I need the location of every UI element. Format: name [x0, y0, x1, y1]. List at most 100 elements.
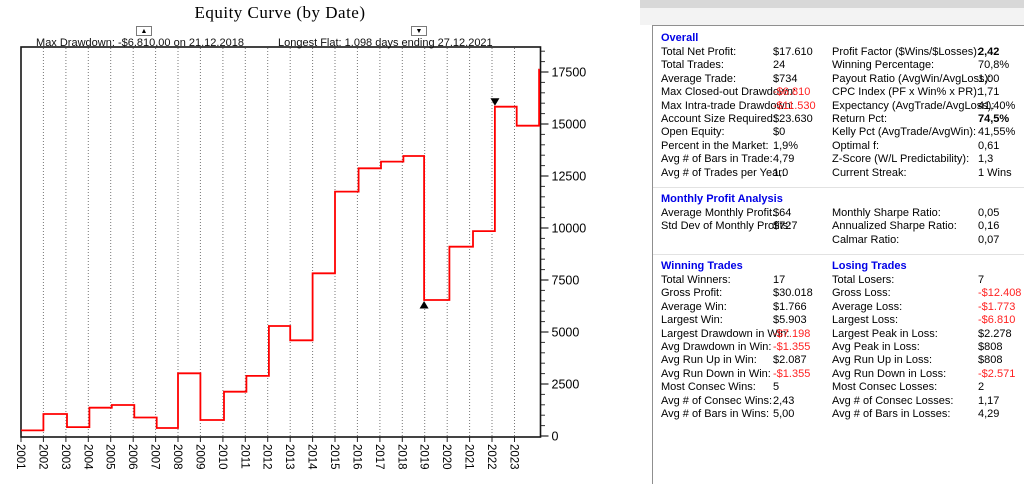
stat-value: 7 — [978, 274, 985, 287]
stat-label: Calmar Ratio: — [832, 233, 900, 246]
x-tick-label: 2016 — [350, 444, 362, 470]
stat-label: Max Intra-trade Drawdown: — [661, 99, 794, 112]
stat-value: 1,71 — [978, 86, 1000, 99]
stat-label: Expectancy (AvgTrade/AvgLoss): — [832, 99, 995, 112]
stat-value: 41,40% — [978, 99, 1016, 112]
stat-value: $2.087 — [773, 354, 807, 367]
stat-label: Avg # of Trades per Year: — [661, 166, 785, 179]
stat-value: $30.018 — [773, 287, 813, 300]
stat-row: Total Winners: 17 Total Losers: 7 — [653, 274, 1024, 287]
x-tick-label: 2015 — [328, 444, 340, 470]
section-divider — [653, 254, 1024, 256]
stat-label: Largest Win: — [661, 314, 723, 327]
stat-value: $17.610 — [773, 46, 813, 58]
stat-value: 2,42 — [978, 46, 1000, 58]
section-title: Winning Trades — [661, 260, 743, 273]
section-header-row: Winning Trades Losing Trades — [653, 259, 1024, 274]
stat-label: Monthly Sharpe Ratio: — [832, 206, 941, 219]
stat-row: Total Trades: 24 Winning Percentage: 70,8% — [653, 59, 1024, 72]
x-tick-label: 2009 — [193, 444, 205, 470]
stat-label: Gross Loss: — [832, 287, 891, 300]
y-tick-label: 0 — [552, 430, 559, 444]
stat-value: -$6.810 — [978, 314, 1016, 327]
stat-row: Avg # of Trades per Year: 1,0 Current Stre… — [653, 167, 1024, 180]
longest-flat-marker-button[interactable]: ▼ — [411, 26, 427, 36]
y-tick-label: 10000 — [552, 222, 587, 236]
stat-label: Avg Run Down in Loss: — [832, 367, 947, 380]
stat-value: -$1.773 — [978, 300, 1016, 313]
stat-value: 4,79 — [773, 153, 795, 166]
x-tick-label: 2004 — [81, 444, 93, 470]
stat-label: Largest Drawdown in Win: — [661, 327, 790, 340]
x-tick-label: 2010 — [216, 444, 228, 470]
stat-label: Optimal f: — [832, 139, 880, 152]
stat-value: $0 — [773, 126, 786, 139]
section-header-row: Monthly Profit Analysis — [653, 192, 1024, 207]
x-tick-label: 2019 — [418, 444, 430, 470]
triangle-down-marker — [490, 98, 500, 106]
stat-label: Average Win: — [661, 300, 727, 313]
stat-row: Avg # of Consec Wins: 2,43 Avg # of Consec… — [653, 395, 1024, 408]
stat-label: Avg # of Consec Wins: — [661, 394, 773, 407]
stat-label: Max Closed-out Drawdown: — [661, 86, 797, 99]
stat-row: Max Intra-trade Drawdown: -$11.530 Expecta… — [653, 100, 1024, 113]
stat-label: Average Loss: — [832, 300, 903, 313]
x-tick-label: 2008 — [171, 444, 183, 470]
stat-label: Largest Loss: — [832, 314, 899, 327]
stat-label: Z-Score (W/L Predictability): — [832, 153, 970, 166]
stat-value: $727 — [773, 220, 798, 233]
stat-label: Winning Percentage: — [832, 59, 935, 72]
stat-row: Avg Run Up in Win: $2.087 Avg Run Up in Lo… — [653, 354, 1024, 367]
stat-value: 2,43 — [773, 394, 795, 407]
stat-label: Std Dev of Monthly Profits: — [661, 220, 792, 233]
x-tick-label: 2022 — [485, 444, 497, 470]
stat-value: 70,8% — [978, 59, 1010, 72]
stat-value: $1.766 — [773, 300, 807, 313]
stat-label: Average Trade: — [661, 72, 737, 85]
stat-value: -$2.571 — [978, 367, 1016, 380]
x-tick-label: 2007 — [149, 444, 161, 470]
stat-label: Avg Run Down in Win: — [661, 367, 771, 380]
max-drawdown-marker-button[interactable]: ▲ — [136, 26, 152, 36]
stat-value: -$1.355 — [773, 367, 811, 380]
stat-label: Account Size Required: — [661, 112, 776, 125]
y-tick-label: 7500 — [552, 274, 580, 288]
stat-value: -$11.530 — [773, 99, 816, 112]
stat-label: Largest Peak in Loss: — [832, 327, 938, 340]
x-tick-label: 2023 — [508, 444, 520, 470]
stat-label: Avg Peak in Loss: — [832, 341, 920, 354]
max-drawdown-annotation: Max Drawdown: -$6.810,00 on 21.12.2018 — [36, 37, 244, 49]
stat-value: -$7.198 — [773, 327, 811, 340]
stat-label — [661, 234, 773, 247]
stat-value: 0,07 — [978, 233, 1000, 246]
window-top-strip-light — [640, 8, 1024, 25]
x-tick-label: 2012 — [261, 444, 273, 470]
x-tick-label: 2020 — [440, 444, 452, 470]
stat-value: 4,29 — [978, 407, 1000, 420]
chart-title: Equity Curve (by Date) — [194, 3, 366, 22]
y-tick-label: 2500 — [552, 378, 580, 392]
stat-row: Average Trade: $734 Payout Ratio (AvgWin/A… — [653, 73, 1024, 86]
section-title: Overall — [661, 32, 699, 44]
stat-value: $734 — [773, 72, 798, 85]
stat-row: Avg # of Bars in Trade: 4,79 Z-Score (W/L … — [653, 153, 1024, 166]
stat-label: Avg Run Up in Win: — [661, 354, 757, 367]
stat-value: 1,9% — [773, 139, 799, 152]
stat-value: 1,17 — [978, 394, 1000, 407]
stat-row: Avg # of Bars in Wins: 5,00 Avg # of Bars … — [653, 408, 1024, 421]
plot-border — [20, 46, 542, 438]
section-divider — [653, 186, 1024, 188]
stat-row: Account Size Required: $23.630 Return Pct:… — [653, 113, 1024, 126]
y-tick-label: 17500 — [552, 66, 587, 80]
triangle-down-icon: ▼ — [415, 28, 423, 35]
stat-value: 41,55% — [978, 126, 1016, 139]
stat-row: Avg Run Down in Win: -$1.355 Avg Run Down … — [653, 368, 1024, 381]
stat-label: Total Trades: — [661, 59, 724, 72]
stat-row: Percent in the Market: 1,9% Optimal f: 0,61 — [653, 140, 1024, 153]
stat-value — [773, 234, 832, 247]
stat-label: Open Equity: — [661, 126, 725, 139]
longest-flat-annotation: Longest Flat: 1.098 days ending 27.12.20… — [278, 37, 493, 49]
stat-label: Current Streak: — [832, 166, 907, 179]
stat-value: $808 — [978, 354, 1003, 367]
